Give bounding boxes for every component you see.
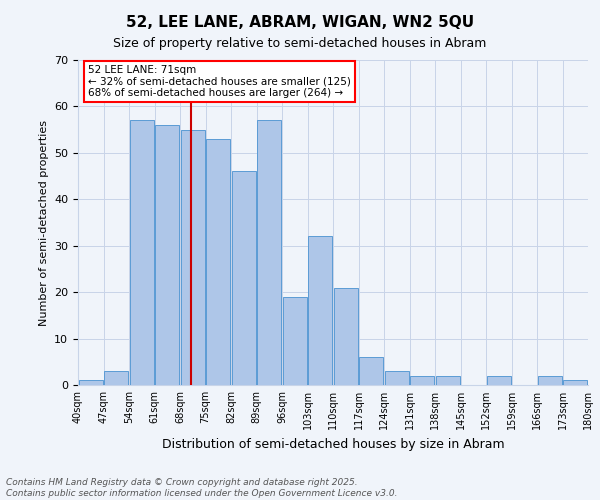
Bar xyxy=(563,380,587,385)
Bar xyxy=(232,172,256,385)
Bar xyxy=(181,130,205,385)
Bar xyxy=(130,120,154,385)
Text: 52, LEE LANE, ABRAM, WIGAN, WN2 5QU: 52, LEE LANE, ABRAM, WIGAN, WN2 5QU xyxy=(126,15,474,30)
Y-axis label: Number of semi-detached properties: Number of semi-detached properties xyxy=(38,120,49,326)
Text: 52 LEE LANE: 71sqm
← 32% of semi-detached houses are smaller (125)
68% of semi-d: 52 LEE LANE: 71sqm ← 32% of semi-detache… xyxy=(88,65,351,98)
Bar xyxy=(206,139,230,385)
Bar xyxy=(385,371,409,385)
Bar xyxy=(283,297,307,385)
Bar xyxy=(359,357,383,385)
Bar xyxy=(487,376,511,385)
Bar xyxy=(410,376,434,385)
Bar xyxy=(155,125,179,385)
Bar xyxy=(308,236,332,385)
X-axis label: Distribution of semi-detached houses by size in Abram: Distribution of semi-detached houses by … xyxy=(161,438,505,450)
Bar xyxy=(436,376,460,385)
Bar xyxy=(79,380,103,385)
Text: Contains HM Land Registry data © Crown copyright and database right 2025.
Contai: Contains HM Land Registry data © Crown c… xyxy=(6,478,398,498)
Bar xyxy=(104,371,128,385)
Bar xyxy=(538,376,562,385)
Bar xyxy=(257,120,281,385)
Bar xyxy=(334,288,358,385)
Text: Size of property relative to semi-detached houses in Abram: Size of property relative to semi-detach… xyxy=(113,38,487,51)
